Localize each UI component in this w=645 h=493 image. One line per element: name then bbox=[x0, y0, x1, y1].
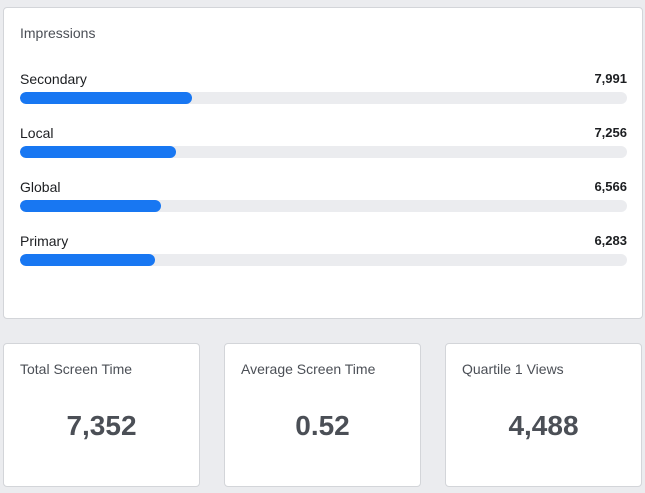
total-screen-time-card: Total Screen Time 7,352 bbox=[3, 343, 200, 487]
progress-track bbox=[20, 200, 627, 212]
row-value: 7,256 bbox=[594, 125, 627, 140]
impressions-row-secondary: Secondary 7,991 bbox=[20, 71, 627, 111]
stat-title: Total Screen Time bbox=[20, 361, 133, 377]
stat-value: 0.52 bbox=[295, 410, 350, 441]
row-value: 6,283 bbox=[594, 233, 627, 248]
progress-fill bbox=[20, 254, 156, 266]
progress-track bbox=[20, 254, 627, 266]
impressions-row-primary: Primary 6,283 bbox=[20, 233, 627, 273]
row-value: 6,566 bbox=[594, 179, 627, 194]
progress-fill bbox=[20, 146, 176, 158]
row-value: 7,991 bbox=[594, 71, 627, 86]
progress-fill bbox=[20, 92, 193, 104]
stat-title: Average Screen Time bbox=[241, 361, 376, 377]
impressions-row-local: Local 7,256 bbox=[20, 125, 627, 165]
progress-track bbox=[20, 146, 627, 158]
row-label: Secondary bbox=[20, 71, 87, 87]
stat-title: Quartile 1 Views bbox=[462, 361, 564, 377]
impressions-card: Impressions Secondary 7,991 Local 7,256 … bbox=[3, 7, 643, 319]
stat-value: 7,352 bbox=[66, 410, 137, 441]
progress-track bbox=[20, 92, 627, 104]
average-screen-time-card: Average Screen Time 0.52 bbox=[224, 343, 421, 487]
row-label: Local bbox=[20, 125, 54, 141]
quartile-1-views-card: Quartile 1 Views 4,488 bbox=[445, 343, 642, 487]
progress-fill bbox=[20, 200, 162, 212]
impressions-row-global: Global 6,566 bbox=[20, 179, 627, 219]
row-label: Primary bbox=[20, 233, 69, 249]
row-label: Global bbox=[20, 179, 61, 195]
stat-value: 4,488 bbox=[508, 410, 579, 441]
impressions-title: Impressions bbox=[20, 25, 96, 41]
